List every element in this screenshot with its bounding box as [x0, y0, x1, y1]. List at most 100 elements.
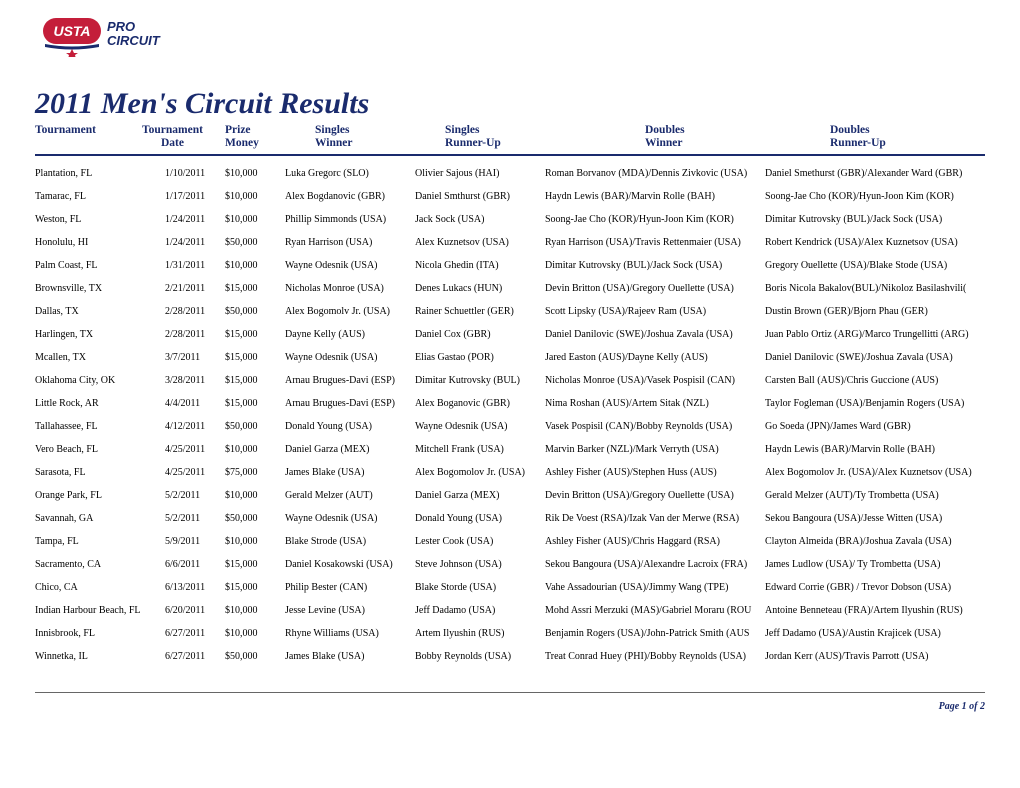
cell-dwinner: Vahe Assadourian (USA)/Jimmy Wang (TPE) [545, 582, 765, 593]
page-footer: Page 1 of 2 [35, 692, 985, 714]
cell-drunner: Edward Corrie (GBR) / Trevor Dobson (USA… [765, 582, 985, 593]
cell-drunner: Daniel Smethurst (GBR)/Alexander Ward (G… [765, 168, 985, 179]
table-row: Tampa, FL5/9/2011$10,000Blake Strode (US… [35, 536, 985, 547]
cell-money: $15,000 [225, 375, 285, 386]
cell-srunner: Alex Bogomolov Jr. (USA) [415, 467, 545, 478]
cell-srunner: Steve Johnson (USA) [415, 559, 545, 570]
cell-swinner: Wayne Odesnik (USA) [285, 352, 415, 363]
cell-drunner: Soong-Jae Cho (KOR)/Hyun-Joon Kim (KOR) [765, 191, 985, 202]
cell-srunner: Rainer Schuettler (GER) [415, 306, 545, 317]
cell-money: $10,000 [225, 605, 285, 616]
cell-tournament: Sacramento, CA [35, 559, 165, 570]
cell-srunner: Denes Lukacs (HUN) [415, 283, 545, 294]
table-row: Little Rock, AR4/4/2011$15,000Arnau Brug… [35, 398, 985, 409]
cell-srunner: Alex Kuznetsov (USA) [415, 237, 545, 248]
cell-drunner: Carsten Ball (AUS)/Chris Guccione (AUS) [765, 375, 985, 386]
cell-drunner: Taylor Fogleman (USA)/Benjamin Rogers (U… [765, 398, 985, 409]
cell-tournament: Mcallen, TX [35, 352, 165, 363]
table-row: Harlingen, TX2/28/2011$15,000Dayne Kelly… [35, 329, 985, 340]
table-row: Sarasota, FL4/25/2011$75,000James Blake … [35, 467, 985, 478]
cell-drunner: Jeff Dadamo (USA)/Austin Krajicek (USA) [765, 628, 985, 639]
cell-date: 3/28/2011 [165, 375, 225, 386]
cell-tournament: Innisbrook, FL [35, 628, 165, 639]
cell-date: 6/27/2011 [165, 628, 225, 639]
cell-swinner: James Blake (USA) [285, 467, 415, 478]
cell-dwinner: Marvin Barker (NZL)/Mark Verryth (USA) [545, 444, 765, 455]
cell-swinner: Daniel Garza (MEX) [285, 444, 415, 455]
cell-dwinner: Vasek Pospisil (CAN)/Bobby Reynolds (USA… [545, 421, 765, 432]
cell-swinner: Philip Bester (CAN) [285, 582, 415, 593]
cell-tournament: Tallahassee, FL [35, 421, 165, 432]
page-title: 2011 Men's Circuit Results [35, 87, 985, 121]
cell-dwinner: Roman Borvanov (MDA)/Dennis Zivkovic (US… [545, 168, 765, 179]
cell-dwinner: Jared Easton (AUS)/Dayne Kelly (AUS) [545, 352, 765, 363]
cell-drunner: Jordan Kerr (AUS)/Travis Parrott (USA) [765, 651, 985, 662]
cell-srunner: Blake Storde (USA) [415, 582, 545, 593]
cell-srunner: Alex Boganovic (GBR) [415, 398, 545, 409]
cell-drunner: James Ludlow (USA)/ Ty Trombetta (USA) [765, 559, 985, 570]
table-row: Plantation, FL1/10/2011$10,000Luka Grego… [35, 168, 985, 179]
cell-srunner: Mitchell Frank (USA) [415, 444, 545, 455]
cell-drunner: Boris Nicola Bakalov(BUL)/Nikoloz Basila… [765, 283, 985, 294]
cell-srunner: Lester Cook (USA) [415, 536, 545, 547]
table-row: Weston, FL1/24/2011$10,000Phillip Simmon… [35, 214, 985, 225]
cell-date: 1/31/2011 [165, 260, 225, 271]
table-row: Vero Beach, FL4/25/2011$10,000Daniel Gar… [35, 444, 985, 455]
usta-pro-circuit-logo: USTA PRO CIRCUIT [35, 15, 185, 57]
table-row: Oklahoma City, OK3/28/2011$15,000Arnau B… [35, 375, 985, 386]
logo-container: USTA PRO CIRCUIT [35, 15, 985, 62]
cell-money: $10,000 [225, 444, 285, 455]
cell-drunner: Alex Bogomolov Jr. (USA)/Alex Kuznetsov … [765, 467, 985, 478]
cell-money: $10,000 [225, 628, 285, 639]
table-row: Honolulu, HI1/24/2011$50,000Ryan Harriso… [35, 237, 985, 248]
cell-date: 2/28/2011 [165, 306, 225, 317]
header-doubles-winner: Doubles Winner [645, 124, 830, 149]
cell-tournament: Vero Beach, FL [35, 444, 165, 455]
table-row: Mcallen, TX3/7/2011$15,000Wayne Odesnik … [35, 352, 985, 363]
table-row: Tallahassee, FL4/12/2011$50,000Donald Yo… [35, 421, 985, 432]
table-row: Dallas, TX2/28/2011$50,000Alex Bogomolv … [35, 306, 985, 317]
cell-date: 3/7/2011 [165, 352, 225, 363]
cell-swinner: James Blake (USA) [285, 651, 415, 662]
cell-srunner: Elias Gastao (POR) [415, 352, 545, 363]
table-row: Innisbrook, FL6/27/2011$10,000Rhyne Will… [35, 628, 985, 639]
cell-drunner: Dimitar Kutrovsky (BUL)/Jack Sock (USA) [765, 214, 985, 225]
cell-srunner: Olivier Sajous (HAI) [415, 168, 545, 179]
cell-date: 5/2/2011 [165, 513, 225, 524]
cell-money: $10,000 [225, 191, 285, 202]
cell-swinner: Dayne Kelly (AUS) [285, 329, 415, 340]
svg-text:CIRCUIT: CIRCUIT [107, 33, 161, 48]
table-row: Sacramento, CA6/6/2011$15,000Daniel Kosa… [35, 559, 985, 570]
cell-dwinner: Devin Britton (USA)/Gregory Ouellette (U… [545, 490, 765, 501]
cell-dwinner: Mohd Assri Merzuki (MAS)/Gabriel Moraru … [545, 605, 765, 616]
cell-money: $10,000 [225, 536, 285, 547]
cell-swinner: Rhyne Williams (USA) [285, 628, 415, 639]
cell-tournament: Harlingen, TX [35, 329, 165, 340]
header-doubles-runnerup: Doubles Runner-Up [830, 124, 985, 149]
cell-dwinner: Treat Conrad Huey (PHI)/Bobby Reynolds (… [545, 651, 765, 662]
cell-tournament: Winnetka, IL [35, 651, 165, 662]
table-row: Brownsville, TX2/21/2011$15,000Nicholas … [35, 283, 985, 294]
cell-srunner: Dimitar Kutrovsky (BUL) [415, 375, 545, 386]
cell-money: $50,000 [225, 237, 285, 248]
cell-drunner: Go Soeda (JPN)/James Ward (GBR) [765, 421, 985, 432]
cell-money: $10,000 [225, 490, 285, 501]
cell-tournament: Brownsville, TX [35, 283, 165, 294]
cell-tournament: Little Rock, AR [35, 398, 165, 409]
cell-tournament: Tampa, FL [35, 536, 165, 547]
cell-date: 1/24/2011 [165, 237, 225, 248]
cell-money: $15,000 [225, 398, 285, 409]
cell-srunner: Artem Ilyushin (RUS) [415, 628, 545, 639]
cell-srunner: Wayne Odesnik (USA) [415, 421, 545, 432]
cell-tournament: Tamarac, FL [35, 191, 165, 202]
cell-drunner: Dustin Brown (GER)/Bjorn Phau (GER) [765, 306, 985, 317]
cell-money: $15,000 [225, 283, 285, 294]
cell-swinner: Blake Strode (USA) [285, 536, 415, 547]
cell-date: 1/10/2011 [165, 168, 225, 179]
cell-srunner: Jeff Dadamo (USA) [415, 605, 545, 616]
cell-swinner: Arnau Brugues-Davi (ESP) [285, 375, 415, 386]
cell-swinner: Gerald Melzer (AUT) [285, 490, 415, 501]
cell-money: $15,000 [225, 329, 285, 340]
cell-money: $10,000 [225, 260, 285, 271]
cell-money: $15,000 [225, 582, 285, 593]
